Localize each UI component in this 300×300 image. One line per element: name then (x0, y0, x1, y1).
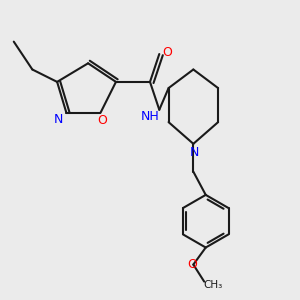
Text: O: O (162, 46, 172, 59)
Text: O: O (187, 258, 197, 271)
Text: O: O (97, 114, 107, 127)
Text: N: N (190, 146, 200, 159)
Text: NH: NH (141, 110, 159, 123)
Text: N: N (54, 112, 63, 125)
Text: CH₃: CH₃ (204, 280, 223, 290)
